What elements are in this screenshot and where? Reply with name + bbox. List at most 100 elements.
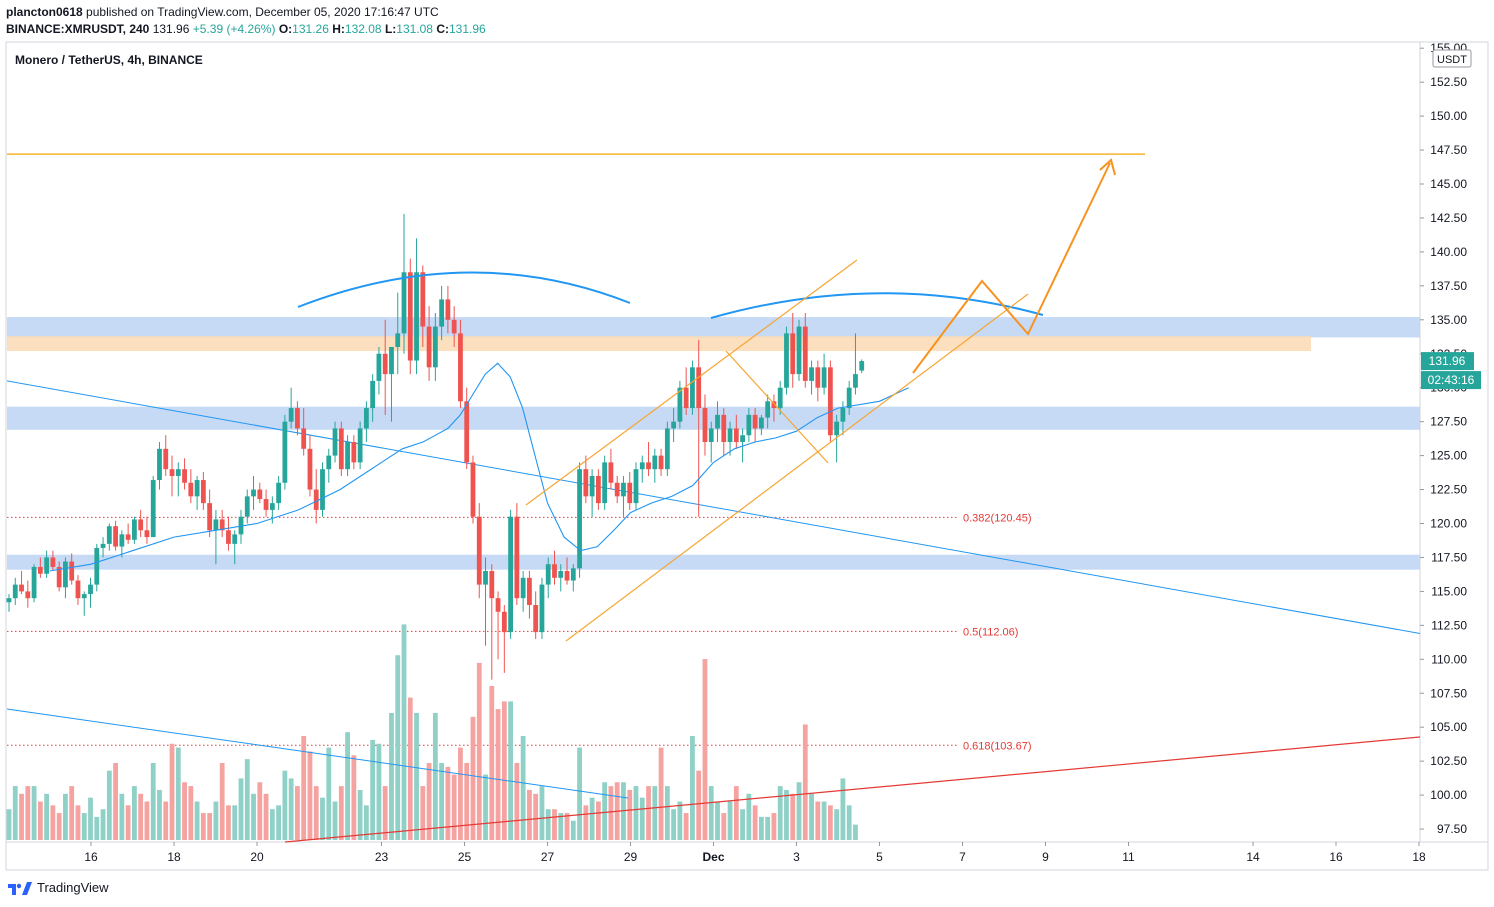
volume-bar xyxy=(88,797,93,840)
volume-bar xyxy=(539,786,545,840)
candle-body xyxy=(708,428,714,443)
volume-bar xyxy=(382,786,388,840)
tradingview-logo[interactable]: TradingView xyxy=(8,880,109,895)
candle-body xyxy=(269,503,275,510)
volume-bar xyxy=(44,793,50,840)
time-tick-label: 16 xyxy=(1329,850,1343,864)
volume-bar xyxy=(238,778,244,840)
volume-bar xyxy=(188,786,194,840)
volume-bar xyxy=(846,805,852,840)
countdown-badge[interactable] xyxy=(1421,371,1481,390)
candle-body xyxy=(332,428,338,456)
last-price-badge[interactable] xyxy=(1421,352,1474,371)
price-tick-label: 125.00 xyxy=(1430,449,1467,463)
volume-bar xyxy=(853,824,858,840)
candle-body xyxy=(251,489,256,497)
volume-bar xyxy=(269,809,275,840)
candle-body xyxy=(671,421,677,429)
time-tick-label: 18 xyxy=(167,850,181,864)
candle-body xyxy=(175,469,181,476)
volume-bar xyxy=(483,774,488,840)
volume-bar xyxy=(827,805,833,840)
channel-lower-line[interactable] xyxy=(565,293,1029,642)
candle-body xyxy=(301,428,307,449)
candle-body xyxy=(771,401,777,409)
descending-trendline-volume[interactable] xyxy=(6,708,629,799)
candle-body xyxy=(219,519,225,531)
time-tick-label: 3 xyxy=(793,850,800,864)
volume-bar xyxy=(138,793,144,840)
volume-bar xyxy=(583,805,589,840)
price-tick-label: 127.50 xyxy=(1430,415,1467,429)
publisher-name[interactable]: plancton0618 xyxy=(6,5,83,19)
volume-bar xyxy=(163,801,169,840)
volume-bar xyxy=(244,759,250,840)
candle-body xyxy=(784,333,789,388)
candle-body xyxy=(846,387,852,409)
volume-bar xyxy=(790,793,796,840)
zone-orange-1[interactable] xyxy=(7,336,1311,352)
candle-body xyxy=(182,469,187,483)
moving-average-line[interactable] xyxy=(49,362,909,572)
projection-path[interactable] xyxy=(912,162,1111,374)
time-tick-label: 29 xyxy=(624,850,638,864)
volume-bar xyxy=(144,801,150,840)
descending-trendline-upper[interactable] xyxy=(6,380,1421,634)
candle-body xyxy=(577,469,582,569)
candle-body xyxy=(439,299,445,327)
candle-body xyxy=(790,333,796,375)
candle-body xyxy=(715,414,720,429)
price-axis[interactable]: 155.00152.50150.00147.50145.00142.50140.… xyxy=(1420,41,1481,836)
zone-blue-0[interactable] xyxy=(7,317,1420,338)
time-axis[interactable]: 16 18 20 23 25 27 29 Dec 3 5 7 9 11 14 16 18 xyxy=(84,842,1426,864)
candle-body xyxy=(295,408,300,429)
candle-body xyxy=(163,448,169,470)
candle-body xyxy=(733,428,739,443)
volume-bar xyxy=(401,624,407,840)
right-arc-pattern[interactable] xyxy=(710,292,1044,319)
candle-body xyxy=(31,566,37,599)
projection-arrowhead[interactable] xyxy=(1099,158,1116,176)
candle-body xyxy=(200,480,206,504)
candle-body xyxy=(621,482,626,497)
volume-bar xyxy=(357,789,363,840)
volume-bar xyxy=(834,809,840,840)
volume-bar xyxy=(326,747,332,840)
candle-body xyxy=(445,299,451,320)
high-value: 132.08 xyxy=(344,22,382,36)
zone-blue-2[interactable] xyxy=(7,406,1420,430)
volume-bar xyxy=(100,809,106,840)
volume-bar xyxy=(175,747,181,840)
volume-bar xyxy=(702,659,708,840)
volume-bar xyxy=(363,805,369,840)
volume-bar xyxy=(157,789,162,840)
last-price-label: 131.96 xyxy=(1429,354,1466,368)
candle-body xyxy=(81,594,87,599)
currency-badge[interactable] xyxy=(1432,49,1472,68)
volume-bar xyxy=(802,724,808,840)
price-tick-label: 152.50 xyxy=(1430,75,1467,89)
candle-body xyxy=(614,482,620,497)
channel-upper-line[interactable] xyxy=(525,259,858,506)
candle-body xyxy=(106,526,112,544)
flag-diagonal-line[interactable] xyxy=(725,350,829,464)
candle-body xyxy=(796,326,802,375)
candle-body xyxy=(119,534,125,547)
volume-bar xyxy=(63,793,68,840)
time-tick-label: 11 xyxy=(1122,850,1135,864)
left-arc-pattern[interactable] xyxy=(297,271,631,308)
ascending-trendline-red[interactable] xyxy=(284,736,1421,843)
candle-body xyxy=(815,367,821,388)
candle-body xyxy=(633,469,639,504)
price-tick-label: 115.00 xyxy=(1431,584,1467,598)
price-tick-label: 100.00 xyxy=(1430,788,1467,802)
zone-blue-3[interactable] xyxy=(7,554,1420,570)
candle-body xyxy=(426,326,432,368)
volume-bar xyxy=(25,786,31,840)
candle-body xyxy=(113,526,118,547)
fib-level-label-1: 0.5(112.06) xyxy=(963,626,1018,638)
volume-bar xyxy=(301,736,307,840)
candle-body xyxy=(595,475,601,504)
candle-body xyxy=(125,534,131,540)
